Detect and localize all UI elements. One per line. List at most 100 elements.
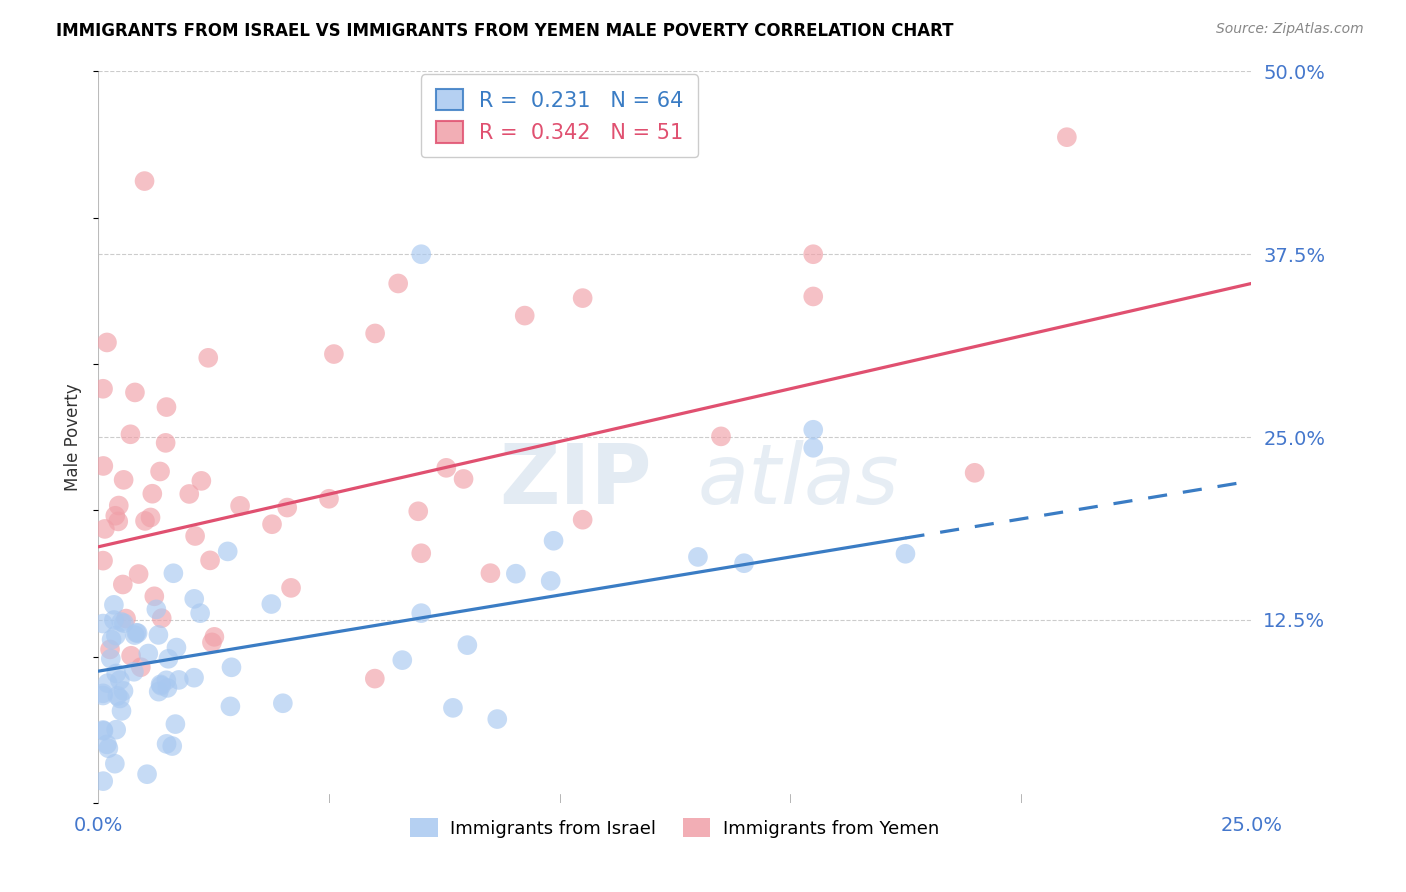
Point	[179, 487, 201, 501]
Point	[155, 737, 177, 751]
Point	[733, 556, 755, 570]
Point	[112, 473, 135, 487]
Point	[801, 441, 824, 455]
Point	[139, 510, 162, 524]
Point	[280, 581, 302, 595]
Point	[184, 529, 207, 543]
Point	[105, 723, 128, 737]
Point	[112, 684, 135, 698]
Point	[167, 673, 190, 687]
Point	[217, 544, 239, 558]
Point	[91, 616, 114, 631]
Point	[96, 335, 118, 350]
Point	[127, 626, 149, 640]
Point	[686, 549, 709, 564]
Point	[104, 756, 127, 771]
Point	[411, 247, 433, 261]
Text: Source: ZipAtlas.com: Source: ZipAtlas.com	[1216, 22, 1364, 37]
Point	[96, 737, 118, 751]
Point	[162, 566, 184, 581]
Point	[112, 616, 135, 631]
Point	[155, 435, 177, 450]
Legend: Immigrants from Israel, Immigrants from Yemen: Immigrants from Israel, Immigrants from …	[404, 811, 946, 845]
Point	[456, 638, 478, 652]
Point	[160, 739, 183, 753]
Point	[143, 589, 166, 603]
Point	[260, 597, 283, 611]
Point	[93, 723, 115, 738]
Point	[156, 681, 179, 695]
Point	[110, 615, 132, 629]
Point	[91, 723, 114, 737]
Point	[198, 553, 221, 567]
Point	[134, 174, 156, 188]
Point	[91, 458, 114, 473]
Point	[188, 606, 211, 620]
Point	[540, 574, 562, 588]
Point	[571, 291, 593, 305]
Point	[318, 491, 340, 506]
Point	[107, 515, 129, 529]
Point	[104, 508, 127, 523]
Point	[100, 632, 122, 647]
Point	[150, 679, 173, 693]
Point	[124, 628, 146, 642]
Point	[322, 347, 344, 361]
Point	[91, 554, 114, 568]
Point	[120, 648, 142, 663]
Point	[125, 625, 148, 640]
Point	[406, 504, 429, 518]
Point	[260, 517, 283, 532]
Point	[453, 472, 475, 486]
Point	[434, 460, 457, 475]
Point	[108, 691, 131, 706]
Point	[107, 499, 129, 513]
Point	[148, 628, 170, 642]
Point	[801, 289, 824, 303]
Point	[201, 635, 224, 649]
Point	[165, 640, 187, 655]
Point	[120, 427, 142, 442]
Point	[513, 309, 536, 323]
Point	[150, 611, 173, 625]
Point	[276, 500, 298, 515]
Point	[149, 465, 172, 479]
Point	[91, 689, 114, 703]
Point	[91, 686, 114, 700]
Point	[94, 522, 117, 536]
Point	[136, 647, 159, 661]
Point	[1056, 130, 1078, 145]
Point	[136, 767, 159, 781]
Point	[100, 651, 122, 665]
Point	[963, 466, 986, 480]
Point	[91, 774, 114, 789]
Point	[108, 673, 131, 688]
Point	[103, 598, 125, 612]
Point	[197, 351, 219, 365]
Point	[441, 701, 464, 715]
Point	[183, 671, 205, 685]
Point	[97, 676, 120, 690]
Point	[149, 677, 172, 691]
Point	[98, 642, 121, 657]
Point	[271, 696, 294, 710]
Point	[110, 704, 132, 718]
Point	[219, 699, 242, 714]
Point	[190, 474, 212, 488]
Point	[122, 665, 145, 679]
Point	[801, 247, 824, 261]
Point	[128, 567, 150, 582]
Point	[486, 712, 509, 726]
Point	[97, 741, 120, 756]
Point	[202, 630, 225, 644]
Point	[894, 547, 917, 561]
Point	[801, 423, 824, 437]
Point	[141, 486, 163, 500]
Text: atlas: atlas	[697, 441, 900, 522]
Point	[391, 653, 413, 667]
Point	[479, 566, 502, 581]
Point	[387, 277, 409, 291]
Point	[91, 382, 114, 396]
Text: IMMIGRANTS FROM ISRAEL VS IMMIGRANTS FROM YEMEN MALE POVERTY CORRELATION CHART: IMMIGRANTS FROM ISRAEL VS IMMIGRANTS FRO…	[56, 22, 953, 40]
Point	[129, 660, 152, 674]
